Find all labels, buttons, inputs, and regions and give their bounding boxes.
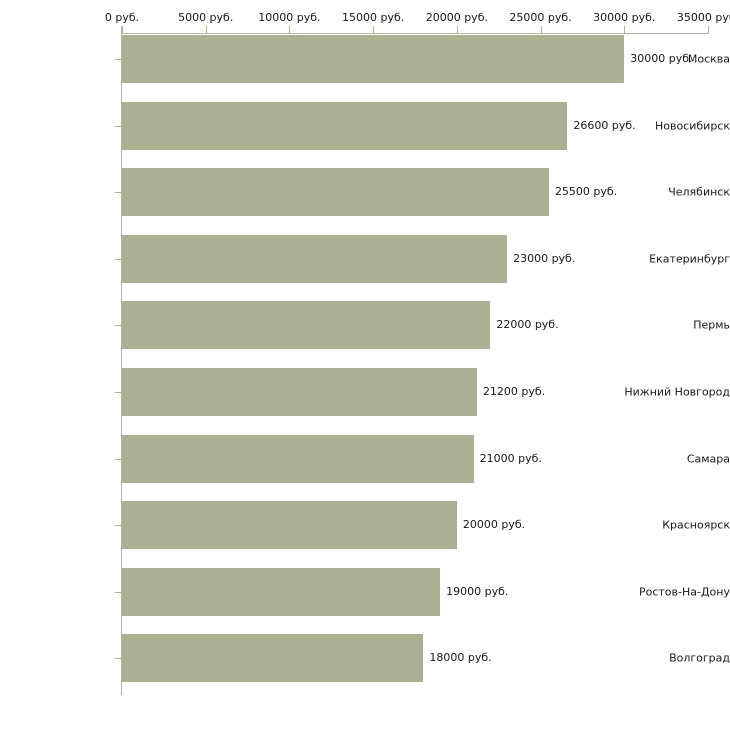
bar-8[interactable] bbox=[122, 567, 441, 616]
bar-value-label-4: 22000 руб. bbox=[496, 318, 559, 332]
x-tick-15000 bbox=[373, 26, 375, 34]
y-tick-7 bbox=[115, 525, 122, 526]
x-tick-label-35000: 35000 руб. bbox=[676, 11, 730, 24]
bar-value-label-1: 26600 руб. bbox=[573, 118, 636, 132]
x-tick-label-25000: 25000 руб. bbox=[509, 11, 572, 24]
x-axis-line bbox=[122, 33, 708, 34]
x-tick-0 bbox=[122, 26, 123, 34]
bar-value-label-9: 18000 руб. bbox=[429, 651, 492, 665]
bar-1[interactable] bbox=[122, 101, 568, 150]
category-label-7: Красноярск bbox=[662, 518, 730, 532]
x-tick-label-5000: 5000 руб. bbox=[178, 11, 234, 24]
bar-3[interactable] bbox=[122, 234, 508, 283]
category-label-5: Нижний Новгород bbox=[624, 385, 730, 399]
category-label-3: Екатеринбург bbox=[649, 252, 730, 266]
category-label-9: Волгоград bbox=[669, 651, 730, 665]
bar-value-label-2: 25500 руб. bbox=[554, 185, 618, 199]
y-tick-1 bbox=[115, 126, 122, 127]
y-tick-5 bbox=[115, 392, 122, 393]
category-label-0: Москва bbox=[687, 52, 730, 66]
x-tick-20000 bbox=[456, 26, 458, 34]
y-tick-9 bbox=[115, 658, 122, 659]
x-tick-label-20000: 20000 руб. bbox=[425, 11, 488, 24]
x-tick-25000 bbox=[540, 26, 542, 34]
y-tick-8 bbox=[115, 592, 122, 593]
x-tick-30000 bbox=[624, 26, 626, 34]
bar-9[interactable] bbox=[122, 634, 424, 683]
category-label-4: Пермь bbox=[693, 318, 730, 332]
x-tick-label-0: 0 руб. bbox=[104, 11, 140, 24]
bar-2[interactable] bbox=[122, 168, 549, 217]
x-tick-10000 bbox=[289, 26, 291, 34]
y-tick-2 bbox=[115, 192, 122, 193]
bar-6[interactable] bbox=[122, 434, 474, 483]
bar-value-label-8: 19000 руб. bbox=[446, 584, 509, 598]
bar-4[interactable] bbox=[122, 301, 491, 350]
y-tick-4 bbox=[115, 325, 122, 326]
bar-value-label-7: 20000 руб. bbox=[462, 518, 526, 532]
category-label-8: Ростов-На-Дону bbox=[638, 585, 730, 599]
bar-value-label-5: 21200 руб. bbox=[482, 385, 546, 398]
bar-value-label-6: 21000 руб. bbox=[479, 451, 542, 465]
y-axis-line bbox=[121, 26, 122, 695]
x-tick-5000 bbox=[205, 26, 207, 34]
bar-0[interactable] bbox=[122, 35, 625, 83]
x-tick-label-15000: 15000 руб. bbox=[342, 11, 405, 24]
y-tick-0 bbox=[115, 59, 122, 60]
bar-7[interactable] bbox=[122, 501, 457, 550]
x-tick-label-30000: 30000 руб. bbox=[593, 11, 656, 24]
y-tick-6 bbox=[115, 459, 122, 460]
category-label-6: Самара bbox=[686, 452, 730, 466]
x-tick-35000 bbox=[708, 26, 709, 34]
x-tick-label-10000: 10000 руб. bbox=[258, 11, 321, 24]
category-label-1: Новосибирск bbox=[654, 119, 730, 133]
bar-value-label-3: 23000 руб. bbox=[513, 251, 576, 265]
bar-value-label-0: 30000 руб. bbox=[630, 52, 693, 65]
bar-5[interactable] bbox=[122, 368, 477, 416]
y-tick-3 bbox=[115, 259, 122, 260]
category-label-2: Челябинск bbox=[668, 185, 730, 199]
